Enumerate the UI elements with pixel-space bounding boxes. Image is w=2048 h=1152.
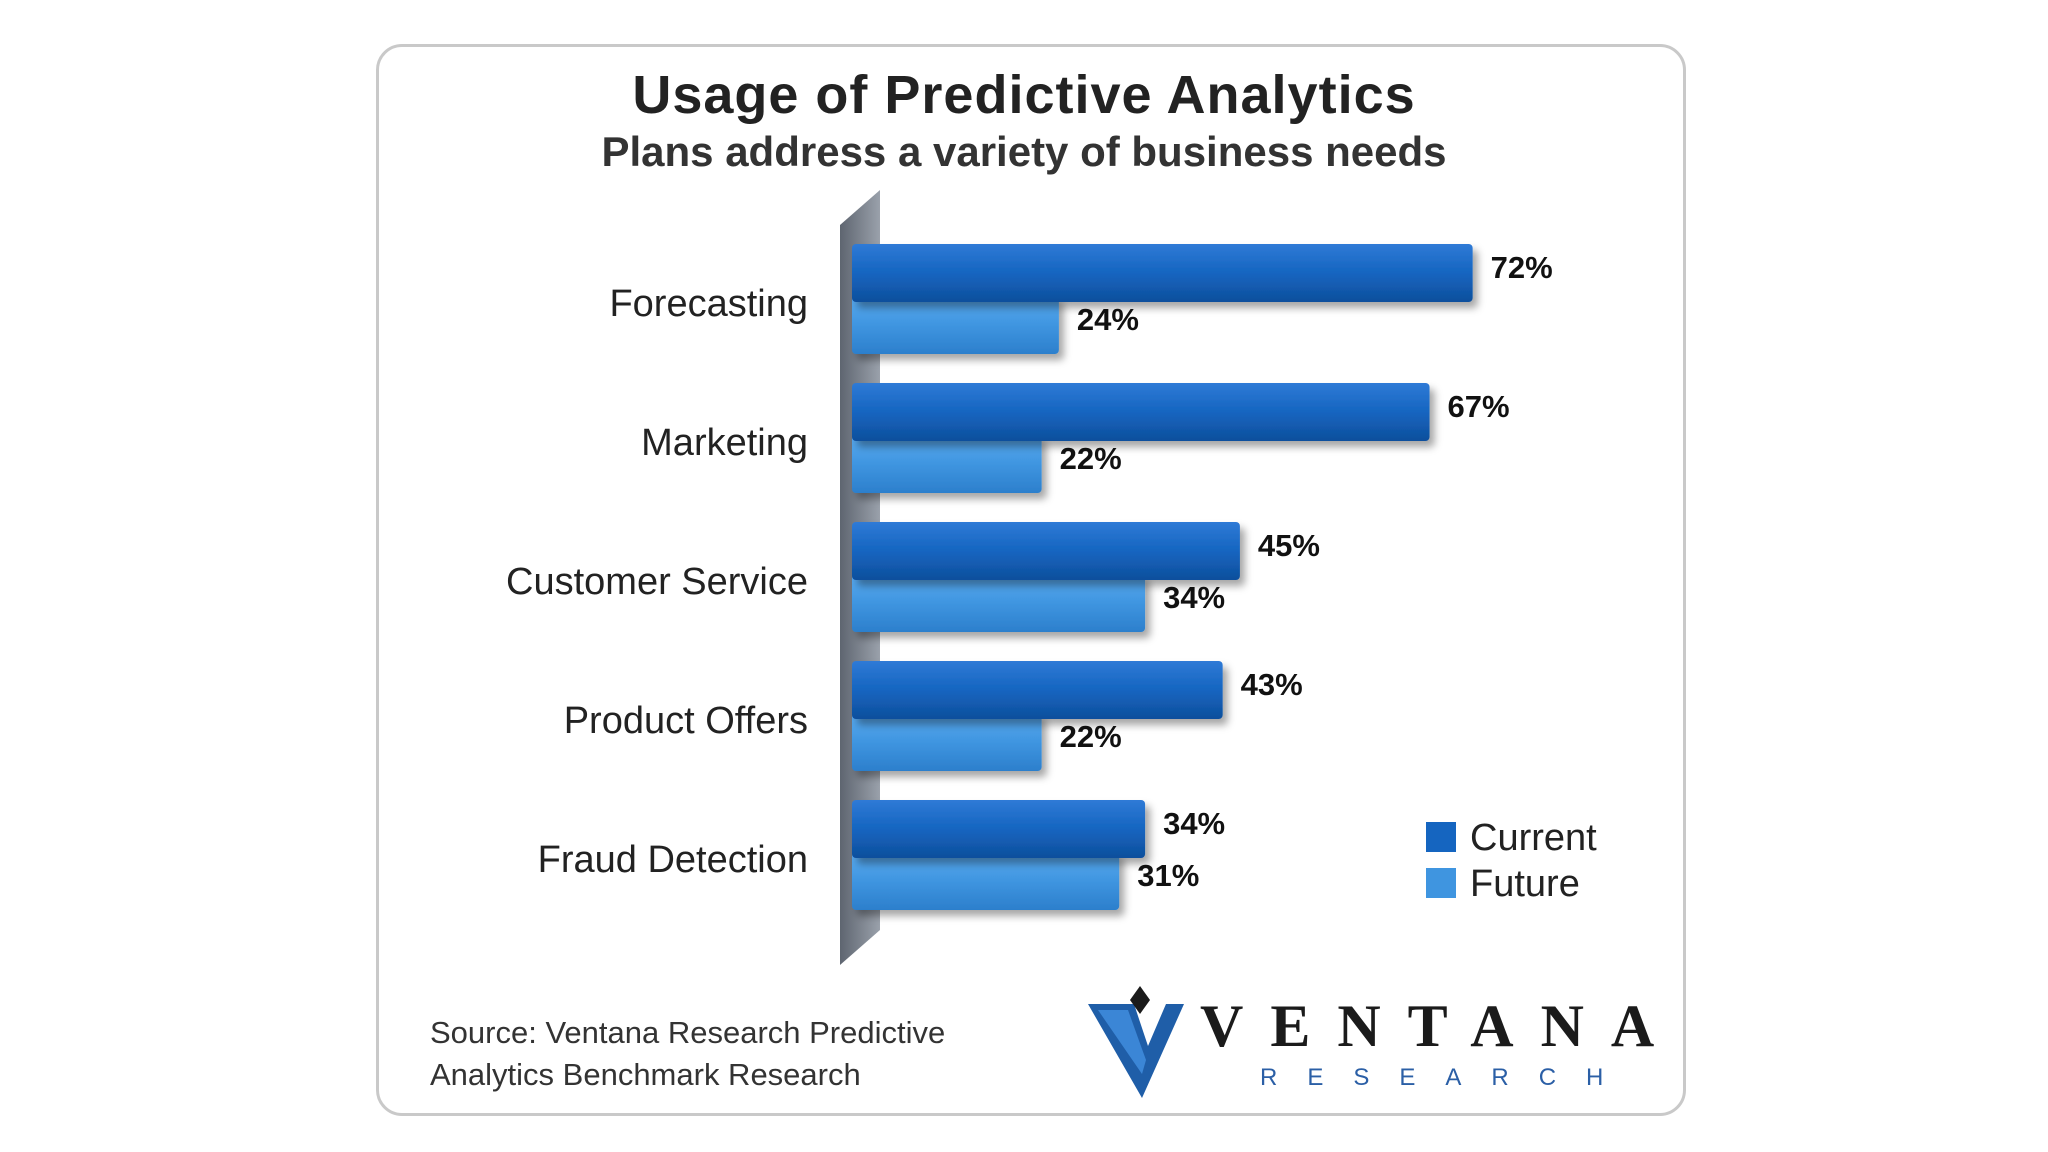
bar-current [852,383,1430,441]
bar-future [852,574,1146,632]
bar-future [852,296,1059,354]
source-line-1: Source: Ventana Research Predictive [430,1015,946,1050]
source-note: Source: Ventana Research Predictive Anal… [430,1012,1030,1096]
legend-label-future: Future [1470,863,1580,905]
value-label: 45% [1258,528,1320,563]
bar-current [852,522,1240,580]
source-line-2: Analytics Benchmark Research [430,1057,861,1092]
legend-swatch-future [1426,868,1456,898]
category-label: Fraud Detection [538,839,808,881]
ventana-v-logo-icon [1088,986,1184,1098]
value-label: 31% [1137,858,1199,893]
value-label: 34% [1163,580,1225,615]
bar-current [852,800,1146,858]
chart-title: Usage of Predictive Analytics [632,65,1416,125]
category-label: Forecasting [609,283,808,325]
ventana-logo: VENTANA RESEARCH [1088,986,1668,1102]
value-label: 22% [1060,719,1122,754]
bar-current [852,661,1223,719]
value-label: 22% [1060,441,1122,476]
category-label: Product Offers [564,700,808,742]
bars-layer: Forecasting 24% 72% Marketing 22% 67% Customer… [506,244,1553,910]
bar-future [852,713,1042,771]
logo-subtitle: RESEARCH [1260,1064,1634,1091]
category-label: Customer Service [506,561,808,603]
legend-swatch-current [1426,822,1456,852]
legend-label-current: Current [1470,817,1597,859]
value-label: 24% [1077,302,1139,337]
logo-wordmark: VENTANA [1200,993,1682,1059]
bar-future [852,852,1120,910]
chart-subtitle: Plans address a variety of business need… [601,128,1447,175]
value-label: 43% [1241,667,1303,702]
bar-current [852,244,1473,302]
value-label: 67% [1448,389,1510,424]
bar-future [852,435,1042,493]
value-label: 34% [1163,806,1225,841]
value-label: 72% [1491,250,1553,285]
category-label: Marketing [641,422,808,464]
